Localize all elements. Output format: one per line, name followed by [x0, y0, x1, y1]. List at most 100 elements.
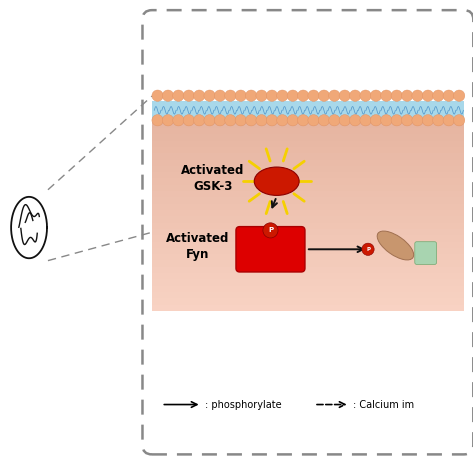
- Circle shape: [246, 115, 257, 126]
- Circle shape: [235, 90, 246, 101]
- Circle shape: [370, 115, 382, 126]
- Bar: [152, 228, 464, 235]
- Bar: [152, 153, 464, 160]
- Text: P: P: [366, 247, 370, 252]
- Circle shape: [173, 115, 184, 126]
- Bar: [152, 197, 464, 204]
- Bar: [152, 241, 464, 248]
- Bar: [152, 285, 464, 292]
- Circle shape: [443, 90, 455, 101]
- Bar: [152, 203, 464, 210]
- Circle shape: [183, 115, 194, 126]
- Circle shape: [298, 90, 309, 101]
- Circle shape: [287, 115, 299, 126]
- Bar: [152, 273, 464, 279]
- Circle shape: [263, 223, 278, 238]
- Circle shape: [225, 115, 236, 126]
- Bar: [152, 128, 464, 134]
- Circle shape: [298, 115, 309, 126]
- Circle shape: [162, 90, 173, 101]
- Circle shape: [328, 115, 340, 126]
- Circle shape: [362, 243, 374, 255]
- Text: : Calcium im: : Calcium im: [353, 400, 414, 410]
- Circle shape: [287, 90, 299, 101]
- Circle shape: [433, 115, 444, 126]
- Circle shape: [152, 90, 163, 101]
- Circle shape: [193, 90, 205, 101]
- Circle shape: [308, 90, 319, 101]
- Circle shape: [318, 115, 329, 126]
- Circle shape: [401, 90, 413, 101]
- Circle shape: [433, 90, 444, 101]
- Bar: [152, 254, 464, 261]
- Circle shape: [454, 90, 465, 101]
- Circle shape: [225, 90, 236, 101]
- Bar: [152, 165, 464, 172]
- Text: P: P: [268, 228, 273, 233]
- Circle shape: [204, 115, 215, 126]
- Bar: [152, 279, 464, 286]
- Circle shape: [381, 90, 392, 101]
- Bar: [152, 101, 464, 119]
- Bar: [152, 159, 464, 166]
- Circle shape: [235, 115, 246, 126]
- Circle shape: [391, 90, 402, 101]
- Text: : phosphorylate: : phosphorylate: [205, 400, 282, 410]
- Circle shape: [193, 115, 205, 126]
- Circle shape: [349, 115, 361, 126]
- Bar: [152, 146, 464, 153]
- Circle shape: [339, 90, 350, 101]
- Circle shape: [349, 90, 361, 101]
- Circle shape: [162, 115, 173, 126]
- Circle shape: [339, 115, 350, 126]
- Bar: [152, 222, 464, 229]
- Bar: [152, 191, 464, 197]
- Circle shape: [152, 115, 163, 126]
- Circle shape: [277, 90, 288, 101]
- Circle shape: [277, 115, 288, 126]
- Text: Activated
Fyn: Activated Fyn: [165, 232, 229, 262]
- Circle shape: [318, 90, 329, 101]
- Bar: [152, 140, 464, 147]
- Circle shape: [256, 115, 267, 126]
- Bar: [152, 184, 464, 191]
- Bar: [152, 266, 464, 273]
- Bar: [152, 247, 464, 254]
- Bar: [152, 121, 464, 128]
- FancyBboxPatch shape: [236, 227, 305, 272]
- Ellipse shape: [377, 231, 414, 260]
- Circle shape: [391, 115, 402, 126]
- Bar: [152, 292, 464, 298]
- Circle shape: [370, 90, 382, 101]
- Circle shape: [246, 90, 257, 101]
- Circle shape: [381, 115, 392, 126]
- Bar: [152, 298, 464, 305]
- Circle shape: [360, 90, 371, 101]
- Circle shape: [443, 115, 455, 126]
- Text: Activated
GSK-3: Activated GSK-3: [181, 164, 245, 193]
- Circle shape: [360, 115, 371, 126]
- Circle shape: [266, 90, 278, 101]
- Bar: [152, 178, 464, 185]
- Circle shape: [308, 115, 319, 126]
- Bar: [152, 19, 464, 122]
- FancyBboxPatch shape: [415, 242, 437, 264]
- Circle shape: [204, 90, 215, 101]
- Bar: [152, 304, 464, 311]
- Bar: [152, 210, 464, 216]
- Circle shape: [214, 115, 226, 126]
- Circle shape: [412, 90, 423, 101]
- Circle shape: [183, 90, 194, 101]
- Circle shape: [454, 115, 465, 126]
- Circle shape: [266, 115, 278, 126]
- Circle shape: [401, 115, 413, 126]
- Circle shape: [412, 115, 423, 126]
- Bar: [152, 172, 464, 179]
- Circle shape: [256, 90, 267, 101]
- Circle shape: [422, 90, 434, 101]
- Circle shape: [173, 90, 184, 101]
- Bar: [152, 235, 464, 242]
- Circle shape: [214, 90, 226, 101]
- Bar: [152, 260, 464, 267]
- Bar: [152, 216, 464, 223]
